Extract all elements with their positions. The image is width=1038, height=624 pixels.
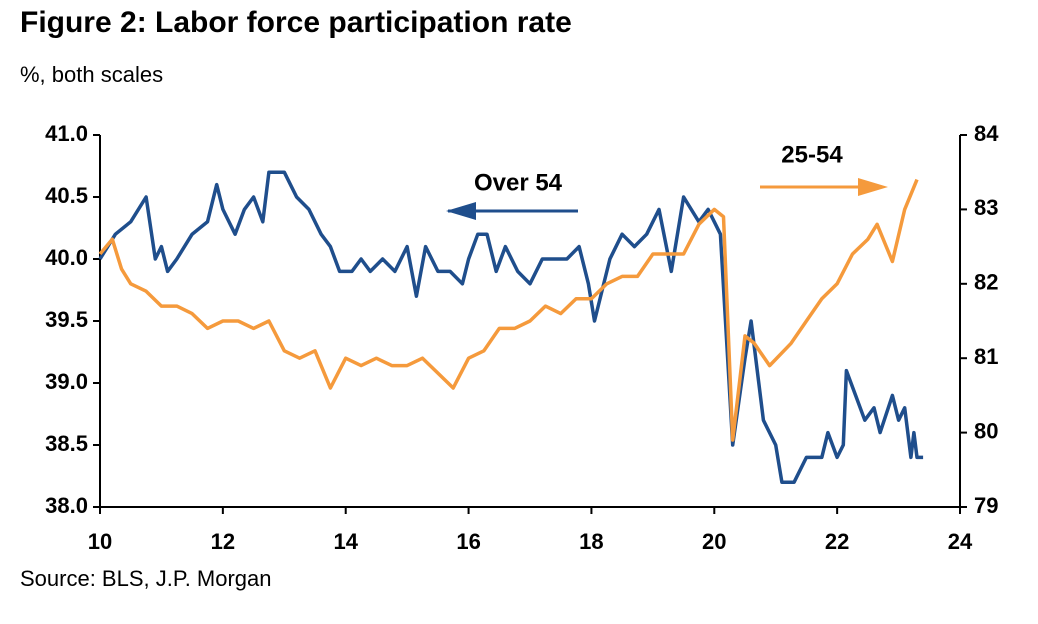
series-label: Over 54	[474, 169, 563, 196]
y-tick-label: 40.0	[45, 245, 88, 270]
y2-tick-label: 83	[974, 195, 998, 220]
series-line	[98, 170, 924, 484]
series-line	[98, 178, 919, 442]
x-tick-label: 18	[579, 529, 603, 554]
arrow-head	[858, 178, 888, 196]
x-tick-label: 16	[456, 529, 480, 554]
y-tick-label: 38.0	[45, 493, 88, 518]
y2-tick-label: 82	[974, 270, 998, 295]
x-tick-label: 24	[948, 529, 973, 554]
x-tick-label: 20	[702, 529, 726, 554]
y-tick-label: 41.0	[45, 121, 88, 146]
y-tick-label: 39.5	[45, 307, 88, 332]
arrow-head	[446, 202, 476, 220]
series-label: 25-54	[781, 141, 843, 168]
chart-title: Figure 2: Labor force participation rate	[20, 6, 572, 39]
y2-tick-label: 81	[974, 344, 998, 369]
x-tick-label: 14	[333, 529, 358, 554]
x-tick-label: 12	[211, 529, 235, 554]
y-tick-label: 40.5	[45, 183, 88, 208]
chart-subtitle: %, both scales	[20, 62, 163, 87]
x-tick-label: 10	[88, 529, 112, 554]
y2-tick-label: 84	[974, 121, 999, 146]
source: Source: BLS, J.P. Morgan	[20, 566, 272, 591]
x-tick-label: 22	[825, 529, 849, 554]
y-tick-label: 39.0	[45, 369, 88, 394]
y2-tick-label: 80	[974, 418, 998, 443]
y-tick-label: 38.5	[45, 431, 88, 456]
y2-tick-label: 79	[974, 493, 998, 518]
